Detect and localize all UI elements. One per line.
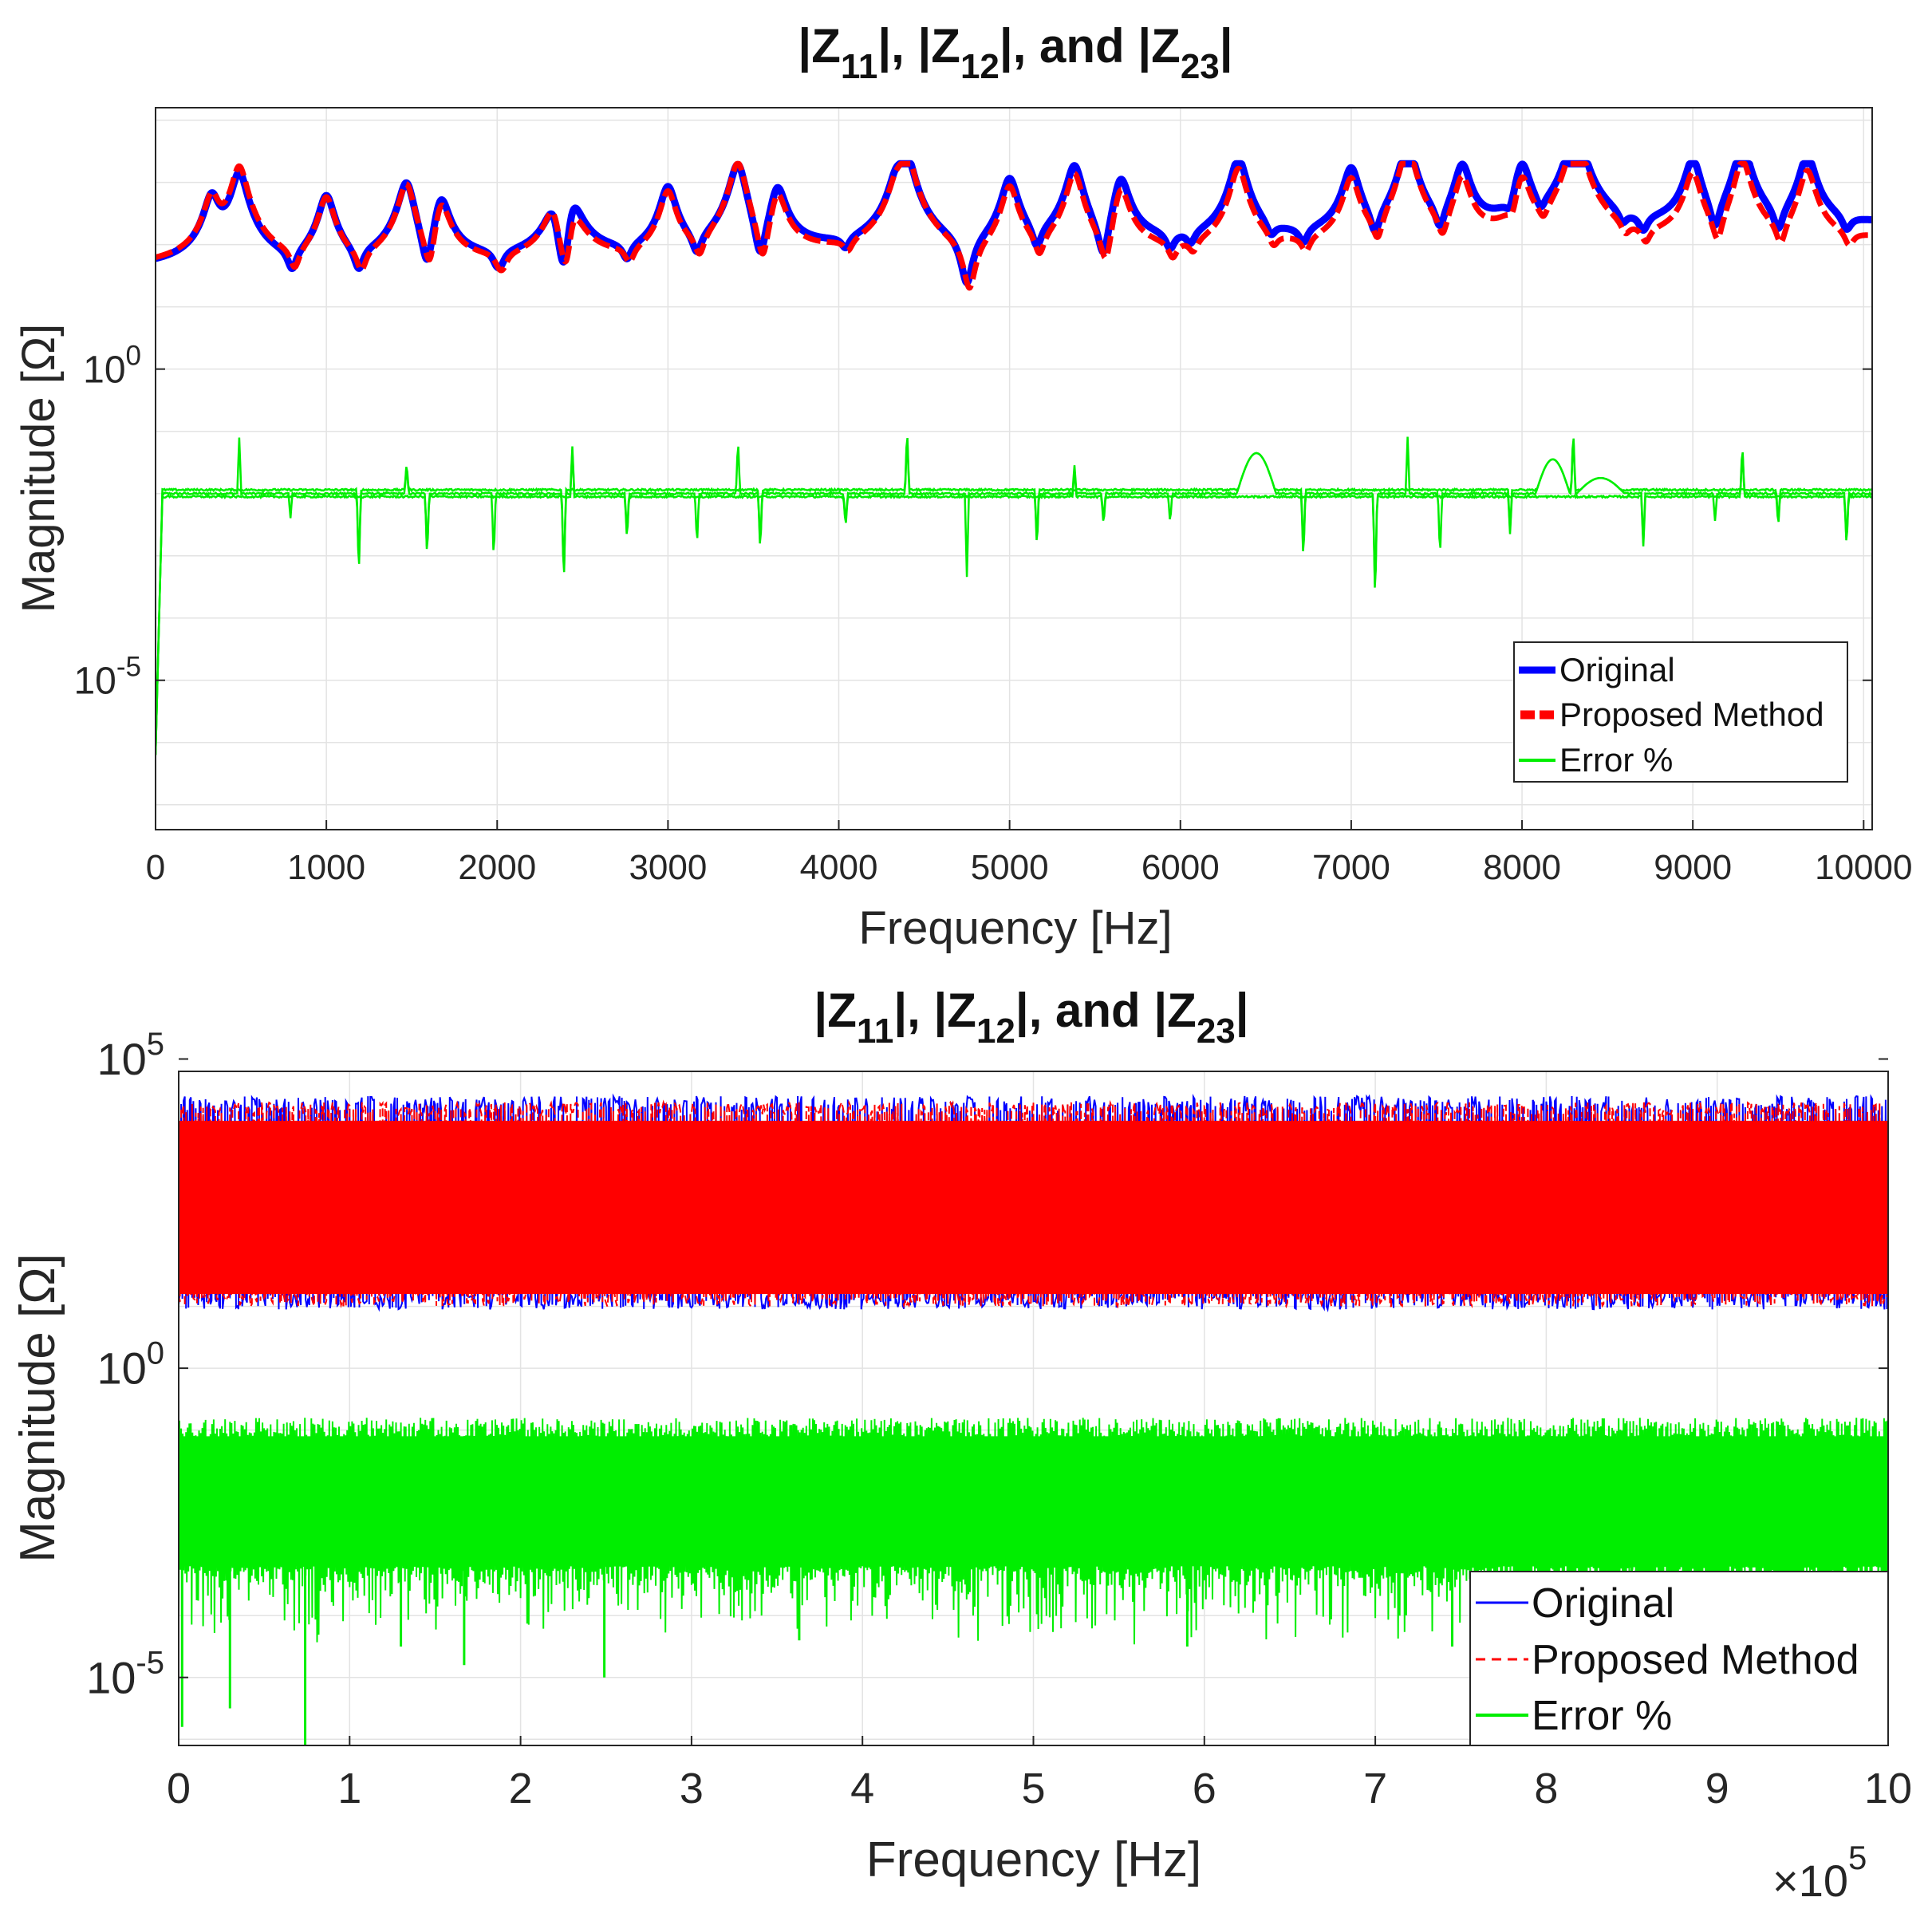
top-xtick-label: 8000: [1483, 848, 1561, 887]
bottom-xtick-label: 0: [167, 1765, 191, 1812]
top-chart-xlabel: Frequency [Hz]: [858, 902, 1172, 954]
top-xtick-label: 7000: [1312, 848, 1390, 887]
bottom-chart-panel: |Z11|, |Z12|, and |Z23| 0 1 2 3 4 5 6 7 8 9 10 105 1…: [10, 984, 1912, 1906]
top-chart-ylabel: Magnitude [Ω]: [13, 324, 65, 613]
bottom-xtick-label: 10: [1864, 1765, 1912, 1812]
bottom-chart-ylabel: Magnitude [Ω]: [10, 1253, 65, 1563]
top-legend-label-original: Original: [1559, 651, 1675, 688]
bottom-chart-ticks: 0 1 2 3 4 5 6 7 8 9 10 105 100 10-5: [86, 1027, 1912, 1812]
bottom-chart-xlabel: Frequency [Hz]: [866, 1832, 1201, 1887]
top-xtick-label: 2000: [458, 848, 536, 887]
top-xtick-label: 1000: [287, 848, 365, 887]
bottom-legend-entry-proposed: Proposed Method: [1476, 1637, 1859, 1683]
top-series-error-trace: [156, 437, 1872, 755]
bottom-xtick-label: 6: [1193, 1765, 1216, 1812]
top-chart-legend: Original Proposed Method Error %: [1513, 641, 1848, 783]
bottom-legend-entry-error: Error %: [1476, 1693, 1672, 1739]
bottom-xtick-label: 8: [1534, 1765, 1558, 1812]
bottom-legend-label-error: Error %: [1532, 1693, 1672, 1739]
top-xtick-label: 3000: [629, 848, 707, 887]
bottom-ytick-label: 100: [97, 1336, 164, 1394]
top-xtick-label: 4000: [800, 848, 878, 887]
top-legend-entry-error: Error %: [1519, 741, 1673, 779]
bottom-chart-series: [179, 1093, 1888, 1745]
top-xtick-label: 10000: [1815, 848, 1912, 887]
bottom-ytick-label: 10-5: [86, 1645, 164, 1702]
bottom-legend-entry-original: Original: [1476, 1580, 1674, 1627]
top-chart-title: |Z11|, |Z12|, and |Z23|: [798, 19, 1232, 86]
bottom-xtick-label: 4: [850, 1765, 874, 1812]
top-xtick-label: 6000: [1141, 848, 1220, 887]
top-xtick-label: 5000: [971, 848, 1049, 887]
top-legend-box: [1513, 641, 1848, 783]
bottom-xtick-label: 2: [509, 1765, 533, 1812]
bottom-xtick-label: 1: [337, 1765, 361, 1812]
top-legend-label-proposed: Proposed Method: [1559, 696, 1824, 733]
top-xtick-label: 0: [146, 848, 165, 887]
top-chart-axes-box: [155, 107, 1873, 830]
bottom-chart-legend: Original Proposed Method Error %: [1469, 1571, 1889, 1746]
bottom-legend-label-original: Original: [1532, 1580, 1674, 1627]
exponent-power: 5: [1848, 1839, 1867, 1876]
bottom-chart-title: |Z11|, |Z12|, and |Z23|: [814, 984, 1248, 1051]
bottom-xtick-label: 9: [1705, 1765, 1729, 1812]
top-legend-entry-original: Original: [1519, 651, 1675, 688]
svg-text:×105: ×105: [1772, 1839, 1867, 1906]
bottom-series-proposed-band: [179, 1121, 1888, 1295]
bottom-chart-exponent-label: ×105: [1772, 1839, 1867, 1906]
top-chart-panel: |Z11|, |Z12|, and |Z23| 0 1000 2000 3000 400…: [13, 19, 1912, 954]
top-legend-entry-proposed: Proposed Method: [1520, 696, 1824, 733]
top-xtick-label: 9000: [1654, 848, 1732, 887]
top-series-error-trace: [156, 450, 1872, 755]
bottom-series-error-band: [179, 1436, 1888, 1567]
top-ytick-label: 100: [83, 340, 141, 391]
top-legend-label-error: Error %: [1559, 741, 1673, 779]
top-chart-ticks: 0 1000 2000 3000 4000 5000 6000 7000 8000 9000 100…: [73, 340, 1912, 887]
bottom-xtick-label: 5: [1021, 1765, 1045, 1812]
top-ytick-label: 10-5: [73, 652, 141, 703]
bottom-xtick-label: 7: [1363, 1765, 1387, 1812]
top-series-original: [156, 160, 1872, 286]
bottom-legend-box: [1469, 1571, 1889, 1746]
bottom-legend-label-proposed: Proposed Method: [1532, 1637, 1859, 1683]
bottom-xtick-label: 3: [680, 1765, 704, 1812]
bottom-ytick-label: 105: [97, 1027, 164, 1084]
top-series-proposed: [156, 160, 1872, 291]
top-chart-series: [156, 160, 1872, 755]
exponent-times: ×10: [1772, 1856, 1848, 1906]
